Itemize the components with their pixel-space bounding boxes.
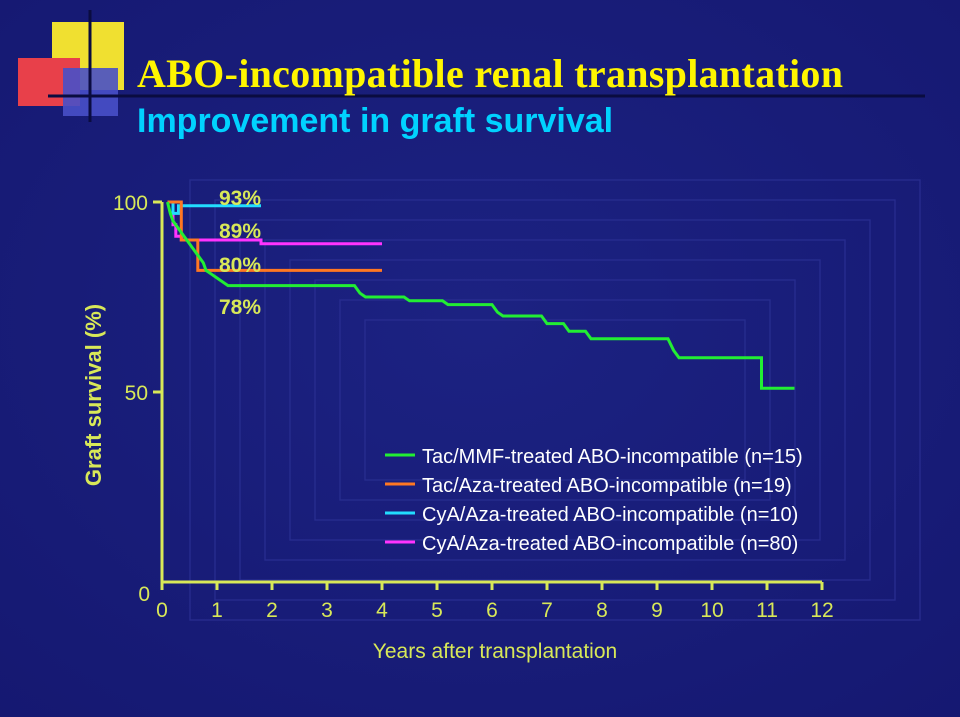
x-tick-label: 8 [596, 599, 608, 622]
x-tick-label: 4 [376, 599, 388, 622]
x-tick-label: 5 [431, 599, 443, 622]
legend-label: CyA/Aza-treated ABO-incompatible (n=10) [422, 504, 798, 526]
y-tick-label: 50 [125, 382, 148, 405]
x-tick-label: 1 [211, 599, 223, 622]
x-axis-label: Years after transplantation [373, 640, 617, 663]
x-tick-label: 0 [156, 599, 168, 622]
annotation-percent: 80% [219, 254, 261, 277]
survival-curve-4 [167, 200, 382, 246]
survival-curve-2 [167, 200, 382, 272]
chart-legend: Tac/MMF-treated ABO-incompatible (n=15) T… [385, 446, 803, 555]
legend-label: Tac/Aza-treated ABO-incompatible (n=19) [422, 475, 792, 497]
x-tick-label: 2 [266, 599, 278, 622]
annotation-percent: 78% [219, 296, 261, 319]
percent-annotations: 93% 89% 80% 78% [219, 187, 261, 319]
legend-label: Tac/MMF-treated ABO-incompatible (n=15) [422, 446, 803, 468]
annotation-percent: 93% [219, 187, 261, 210]
survival-curve-1 [166, 201, 795, 390]
decorative-squares [18, 10, 925, 122]
slide-title: ABO-incompatible renal transplantation [137, 51, 844, 96]
y-tick-label: 0 [138, 583, 150, 606]
x-tick-label: 9 [651, 599, 663, 622]
x-tick-label: 3 [321, 599, 333, 622]
legend-label: CyA/Aza-treated ABO-incompatible (n=80) [422, 533, 798, 555]
annotation-percent: 89% [219, 220, 261, 243]
survival-curves [166, 200, 795, 390]
y-axis-label: Graft survival (%) [81, 304, 106, 486]
x-tick-label: 6 [486, 599, 498, 622]
y-tick-label: 100 [113, 192, 148, 215]
slide-subtitle: Improvement in graft survival [137, 102, 614, 140]
x-tick-label: 10 [700, 599, 723, 622]
x-tick-label: 7 [541, 599, 553, 622]
x-tick-label: 12 [810, 599, 833, 622]
background-frames [189, 179, 921, 621]
x-tick-label: 11 [756, 599, 778, 622]
